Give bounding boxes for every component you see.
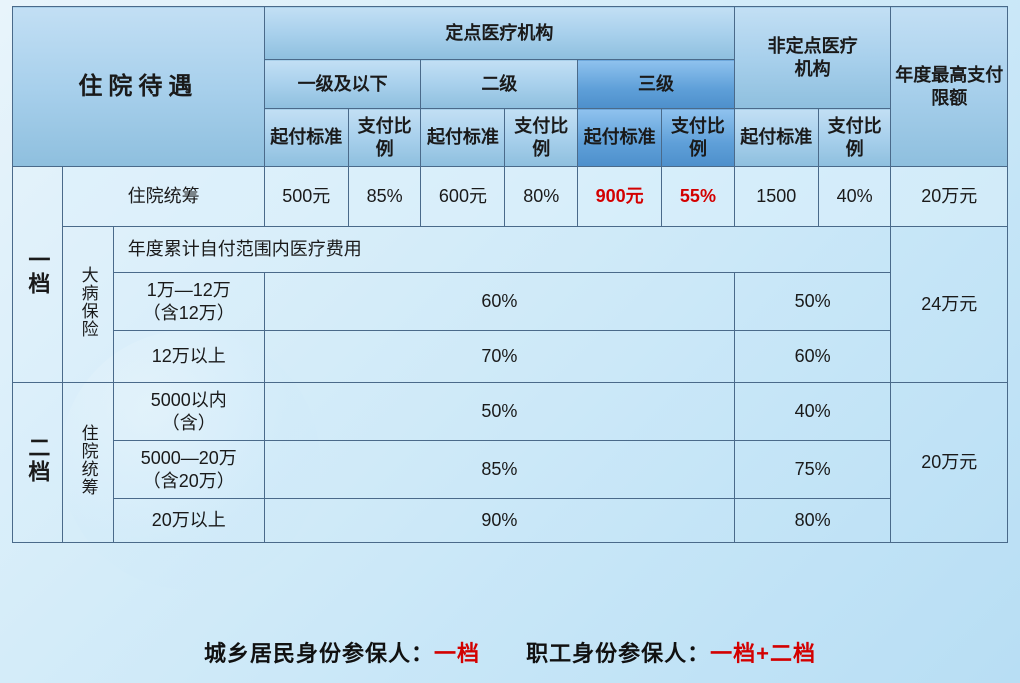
t2-r1-range: 5000—20万 （含20万）	[113, 441, 264, 499]
footer-p1-red: 一档	[434, 641, 480, 666]
t1-nd-rat: 40%	[818, 167, 891, 227]
t1-pool-cap: 20万元	[891, 167, 1008, 227]
t2-r2-range: 20万以上	[113, 499, 264, 543]
tier2-pooling-label: 住院统筹	[63, 383, 113, 543]
t1m-r1-desig: 70%	[264, 331, 734, 383]
t1-l1-rat: 85%	[348, 167, 421, 227]
hdr-nd-ded: 起付标准	[734, 109, 818, 167]
tier2-cap: 20万元	[891, 383, 1008, 543]
t1-l1-ded: 500元	[264, 167, 348, 227]
hdr-main-title: 住院待遇	[13, 7, 265, 167]
insurance-table: 住院待遇 定点医疗机构 非定点医疗 机构 年度最高支付限额 一级及以下 二级 三…	[12, 6, 1008, 543]
hdr-l3-rat: 支付比例	[662, 109, 735, 167]
hdr-annual-cap: 年度最高支付限额	[891, 7, 1008, 167]
hdr-lvl3: 三级	[578, 60, 735, 109]
tier1-major-cap: 24万元	[891, 227, 1008, 383]
hdr-l3-ded: 起付标准	[578, 109, 662, 167]
footer-p2: 职工身份参保人：	[526, 641, 710, 666]
tier1-major-label: 大病保险	[63, 227, 113, 383]
hdr-l1-ded: 起付标准	[264, 109, 348, 167]
t1-l3-rat: 55%	[662, 167, 735, 227]
hdr-nd-rat: 支付比例	[818, 109, 891, 167]
hdr-l2-rat: 支付比例	[505, 109, 578, 167]
hdr-lvl1: 一级及以下	[264, 60, 421, 109]
footer-note: 城乡居民身份参保人：一档 职工身份参保人：一档+二档	[0, 636, 1020, 668]
t1m-r1-nondesig: 60%	[734, 331, 891, 383]
t1-l2-ded: 600元	[421, 167, 505, 227]
hdr-nondesignated: 非定点医疗 机构	[734, 7, 891, 109]
t2-r2-desig: 90%	[264, 499, 734, 543]
t1m-r1-range: 12万以上	[113, 331, 264, 383]
hdr-l1-rat: 支付比例	[348, 109, 421, 167]
t2-r0-desig: 50%	[264, 383, 734, 441]
tier1-pooling-label: 住院统筹	[63, 167, 264, 227]
t1m-r0-desig: 60%	[264, 273, 734, 331]
t2-r2-nondesig: 80%	[734, 499, 891, 543]
t1m-r0-nondesig: 50%	[734, 273, 891, 331]
footer-p1: 城乡居民身份参保人：	[204, 641, 434, 666]
t2-r0-range: 5000以内 （含）	[113, 383, 264, 441]
t1-nd-ded: 1500	[734, 167, 818, 227]
footer-p2-red: 一档+二档	[710, 641, 816, 666]
hdr-lvl2: 二级	[421, 60, 578, 109]
hdr-designated: 定点医疗机构	[264, 7, 734, 60]
t2-r0-nondesig: 40%	[734, 383, 891, 441]
t1-l2-rat: 80%	[505, 167, 578, 227]
t1-l3-ded: 900元	[578, 167, 662, 227]
insurance-table-wrap: 住院待遇 定点医疗机构 非定点医疗 机构 年度最高支付限额 一级及以下 二级 三…	[12, 6, 1008, 543]
t2-r1-desig: 85%	[264, 441, 734, 499]
footer-gap	[480, 641, 526, 666]
t1m-r0-range: 1万—12万 （含12万）	[113, 273, 264, 331]
tier2-label: 二档	[13, 383, 63, 543]
t2-r1-nondesig: 75%	[734, 441, 891, 499]
hdr-l2-ded: 起付标准	[421, 109, 505, 167]
tier1-major-banner: 年度累计自付范围内医疗费用	[113, 227, 891, 273]
tier1-label: 一档	[13, 167, 63, 383]
